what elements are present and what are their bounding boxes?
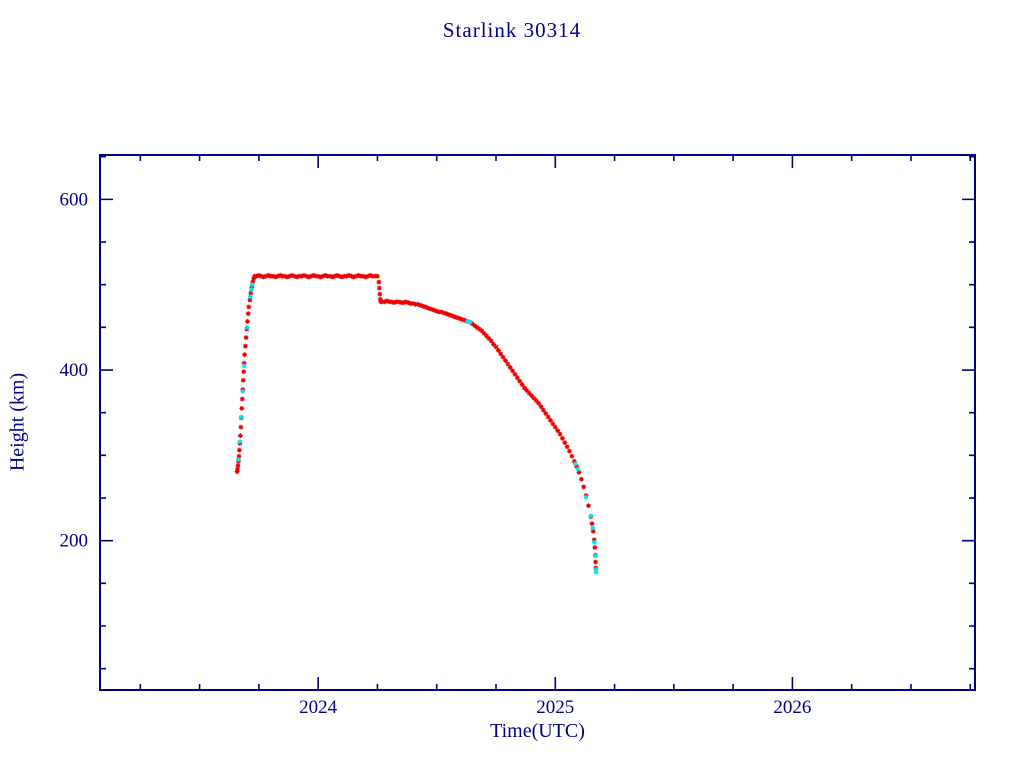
x-tick-label: 2025 (536, 697, 574, 718)
height-red-series (234, 272, 599, 571)
x-tick-label: 2024 (299, 697, 338, 718)
y-tick-label: 400 (60, 360, 89, 381)
y-tick-label: 200 (60, 531, 89, 552)
height-cyan-series (236, 282, 599, 575)
chart-title: Starlink 30314 (442, 18, 582, 42)
x-axis-label: Time(UTC) (490, 720, 585, 742)
plot-frame (99, 154, 976, 691)
axis-ticks (100, 155, 975, 690)
x-tick-label: 2026 (773, 697, 811, 718)
y-tick-label: 600 (60, 189, 89, 210)
